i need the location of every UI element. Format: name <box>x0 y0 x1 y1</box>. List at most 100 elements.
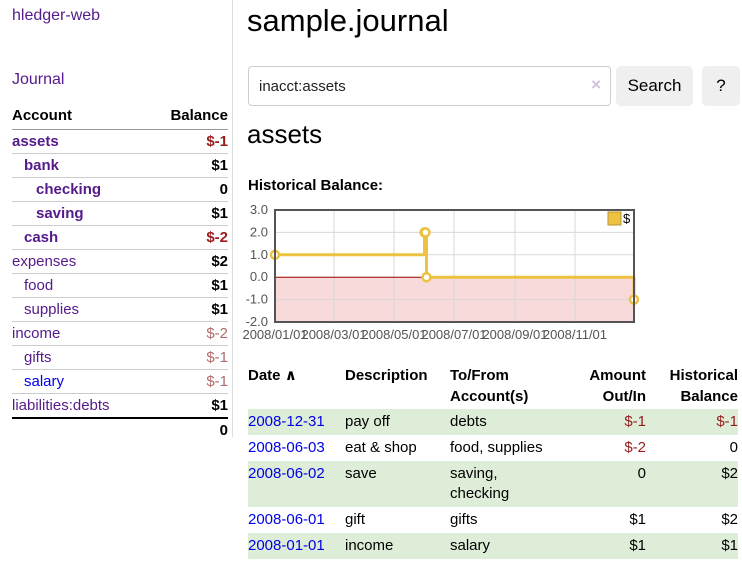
transaction-date-cell: 2008-01-01 <box>248 533 345 559</box>
sidebar-account-expenses[interactable]: expenses <box>12 253 77 270</box>
transaction-balance: $2 <box>646 461 738 507</box>
sidebar-account-assets[interactable]: assets <box>12 133 59 150</box>
data-point-marker <box>420 227 431 238</box>
account-name-cell: food <box>12 273 148 298</box>
account-name-cell: saving <box>12 201 148 226</box>
account-name-cell: cash <box>12 225 148 250</box>
account-name-cell: liabilities:debts <box>12 393 148 418</box>
y-tick-label: -1.0 <box>246 292 268 307</box>
account-name-cell: income <box>12 321 148 346</box>
account-balance: $1 <box>147 393 228 418</box>
x-tick-label: 2008/07/01 <box>421 327 486 342</box>
account-row: liabilities:debts $1 <box>12 393 228 418</box>
sidebar-account-saving[interactable]: saving <box>36 205 84 222</box>
account-name-cell: bank <box>12 153 148 178</box>
sidebar: hledger-web Journal Account Balance asse… <box>0 0 233 442</box>
clear-search-icon[interactable]: × <box>591 75 601 94</box>
sidebar-account-cash[interactable]: cash <box>24 229 59 246</box>
sidebar-account-supplies[interactable]: supplies <box>24 301 80 318</box>
transaction-date-link[interactable]: 2008-06-01 <box>248 511 325 528</box>
x-tick-label: 2008/03/01 <box>301 327 366 342</box>
transaction-amount: $-2 <box>624 439 646 456</box>
plot-border <box>274 209 635 323</box>
account-balance: $2 <box>147 249 228 274</box>
transaction-balance: $-1 <box>646 409 738 435</box>
register-row: 2008-12-31 pay off debts $-1 $-1 <box>248 409 738 435</box>
account-balance: $-2 <box>147 225 228 250</box>
chart-title: Historical Balance: <box>248 177 384 194</box>
page-title: sample.journal <box>247 3 449 38</box>
account-balance: $-2 <box>147 321 228 346</box>
transaction-date-cell: 2008-12-31 <box>248 409 345 435</box>
y-tick-label: 3.0 <box>250 202 268 217</box>
app-brand-link[interactable]: hledger-web <box>12 7 101 24</box>
account-row: income $-2 <box>12 321 228 346</box>
transaction-date-cell: 2008-06-03 <box>248 435 345 461</box>
register-row: 2008-06-02 save saving, checking 0 $2 <box>248 461 738 507</box>
accounts-header-balance: Balance <box>147 103 228 130</box>
transaction-date-cell: 2008-06-01 <box>248 507 345 533</box>
transaction-date-link[interactable]: 2008-06-02 <box>248 465 325 482</box>
account-row: supplies $1 <box>12 297 228 322</box>
search-form: × Search ? <box>248 66 740 106</box>
transaction-accounts: debts <box>450 409 565 435</box>
accounts-table: Account Balance assets $-1 bank $1 checking 0… <box>12 103 228 442</box>
sidebar-account-bank[interactable]: bank <box>24 157 60 174</box>
transaction-accounts: saving, checking <box>450 461 565 507</box>
register-header-date[interactable]: Date ∧ <box>248 367 297 384</box>
transaction-date-link[interactable]: 2008-01-01 <box>248 537 325 554</box>
transaction-date-cell: 2008-06-02 <box>248 461 345 507</box>
account-balance: $-1 <box>147 369 228 394</box>
search-input[interactable] <box>248 66 611 106</box>
account-balance: $1 <box>147 297 228 322</box>
search-button[interactable]: Search <box>616 66 693 106</box>
legend-label: $ <box>623 211 631 226</box>
transaction-amount: 0 <box>565 461 646 507</box>
account-row: food $1 <box>12 273 228 298</box>
account-balance: 0 <box>147 177 228 202</box>
x-tick-label: 2008/09/01 <box>482 327 547 342</box>
account-row: gifts $-1 <box>12 345 228 370</box>
transaction-date-link[interactable]: 2008-12-31 <box>248 413 325 430</box>
y-tick-label: 2.0 <box>250 224 268 239</box>
account-row: bank $1 <box>12 153 228 178</box>
transaction-balance: $1 <box>646 533 738 559</box>
sidebar-account-food[interactable]: food <box>24 277 54 294</box>
account-balance: $1 <box>147 153 228 178</box>
account-name-cell: supplies <box>12 297 148 322</box>
transaction-accounts: food, supplies <box>450 439 543 456</box>
account-name-cell: expenses <box>12 249 148 274</box>
x-tick-label: 2008/05/01 <box>361 327 426 342</box>
legend-swatch <box>607 211 622 226</box>
register-row: 2008-06-01 gift gifts $1 $2 <box>248 507 738 533</box>
sidebar-account-checking[interactable]: checking <box>36 181 102 198</box>
help-button[interactable]: ? <box>702 66 740 106</box>
transaction-accounts: gifts <box>450 511 478 528</box>
x-tick-label: 2008/11/01 <box>543 327 607 342</box>
sidebar-account-salary[interactable]: salary <box>24 373 65 390</box>
sort-asc-icon: ∧ <box>284 367 297 384</box>
account-row: saving $1 <box>12 201 228 226</box>
search-input-wrap: × <box>248 66 611 106</box>
account-row: cash $-2 <box>12 225 228 250</box>
historical-balance-chart: 3.0 2.0 1.0 0.0 -1.0 -2.0 2008/01/01 2008/03/01… <box>242 202 742 345</box>
sidebar-item-journal[interactable]: Journal <box>12 71 65 88</box>
account-name-cell: salary <box>12 369 148 394</box>
transaction-description: save <box>345 461 450 507</box>
transaction-amount: $-1 <box>565 409 646 435</box>
accounts-total-spacer <box>12 417 148 442</box>
transaction-date-link[interactable]: 2008-06-03 <box>248 439 325 456</box>
register-header-row: Date ∧ Description To/From Account(s) Am… <box>248 363 738 409</box>
register-row: 2008-01-01 income salary $1 $1 <box>248 533 738 559</box>
transaction-description: gift <box>345 511 366 528</box>
chart-canvas: 3.0 2.0 1.0 0.0 -1.0 -2.02008/01/012008/03/01… <box>242 202 640 342</box>
sidebar-account-gifts[interactable]: gifts <box>24 349 52 366</box>
account-row: assets $-1 <box>12 130 228 154</box>
sidebar-account-income[interactable]: income <box>12 325 61 342</box>
account-row: expenses $2 <box>12 249 228 274</box>
register-header-accounts: To/From Account(s) <box>450 367 529 405</box>
account-heading: assets <box>247 119 323 149</box>
accounts-header-account: Account <box>12 103 148 130</box>
transaction-amount: $1 <box>565 533 646 559</box>
sidebar-account-liabilities-debts[interactable]: liabilities:debts <box>12 397 110 414</box>
